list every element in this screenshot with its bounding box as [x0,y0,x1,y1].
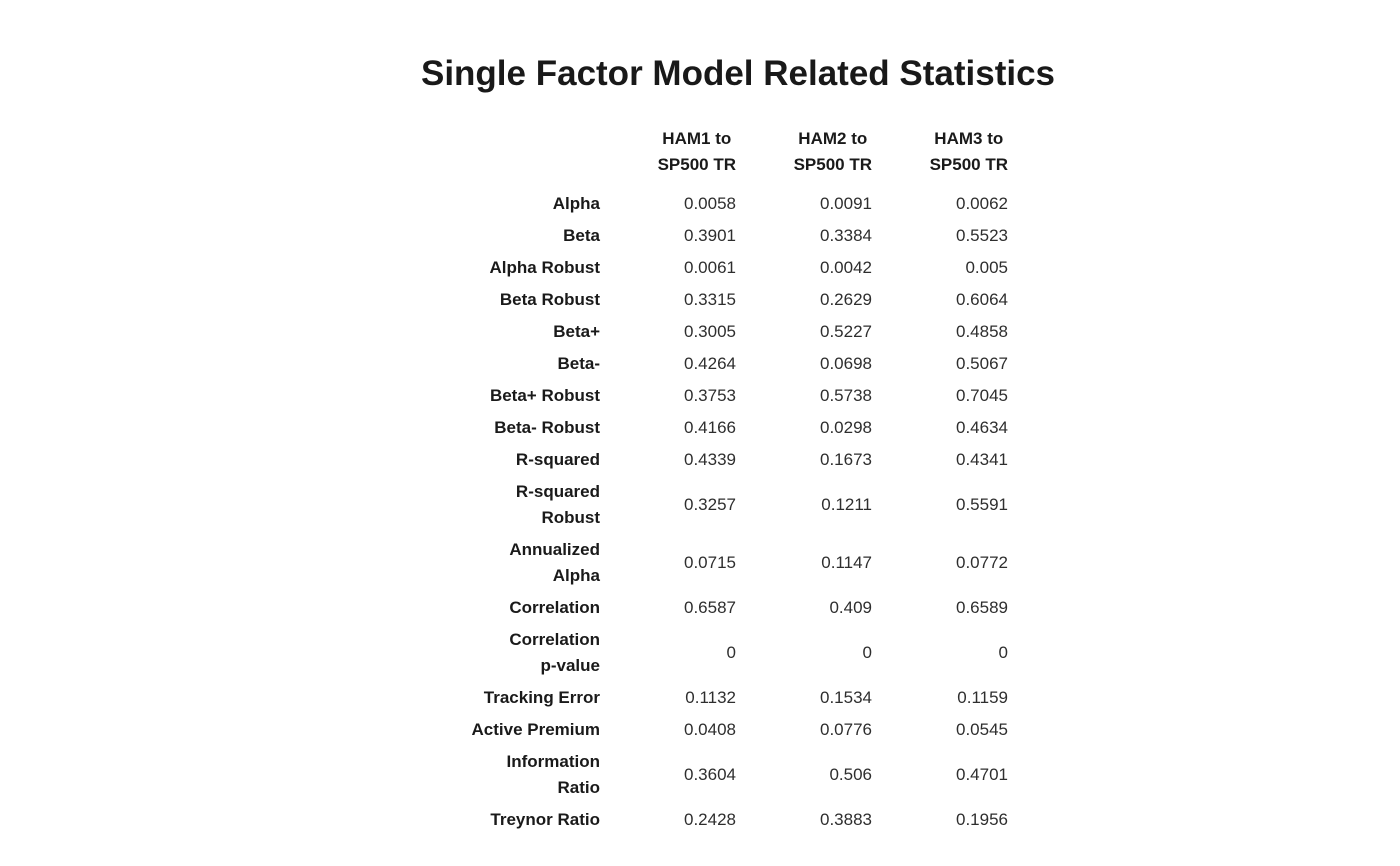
cell-value: 0.3315 [684,290,736,309]
cell-value: 0.7045 [956,386,1008,405]
table-row: Information Ratio 0.3604 0.506 0.4701 [420,746,1009,804]
cell-value: 0.1673 [820,450,872,469]
cell-value: 0.5738 [820,386,872,405]
cell-value: 0.4701 [956,765,1008,784]
table-header: HAM1 to SP500 TR HAM2 to SP500 TR HAM3 to … [420,126,1008,188]
cell-value: 0.3883 [820,810,872,829]
cell-value: 0.5227 [820,322,872,341]
cell-value: 0.3901 [684,226,736,245]
cell-value: 0 [862,643,872,662]
column-header: HAM1 to SP500 TR [600,126,736,188]
table-row: Beta- Robust 0.4166 0.0298 0.4634 [420,412,1008,444]
cell-value: 0.1159 [957,688,1008,707]
row-label: Alpha [552,194,600,213]
stats-table: HAM1 to SP500 TR HAM2 to SP500 TR HAM3 to … [420,126,1009,836]
cell-value: 0.6589 [956,598,1008,617]
cell-value: 0.4264 [684,354,736,373]
row-label: Beta+ Robust [489,386,600,405]
cell-value: 0 [726,643,736,662]
row-label: Beta Robust [499,290,600,309]
corner-cell [420,126,600,188]
cell-value: 0.1211 [821,495,872,514]
table-row: Correlation p-value 0 0 0 [420,624,1008,682]
cell-value: 0.409 [829,598,872,617]
cell-value: 0.1147 [821,553,872,572]
cell-value: 0.1534 [820,688,872,707]
cell-value: 0.0545 [956,720,1008,739]
column-header: HAM3 to SP500 TR [872,126,1008,188]
cell-value: 0.0772 [956,553,1008,572]
row-label: Beta- Robust [494,418,600,437]
cell-value: 0.0698 [820,354,872,373]
cell-value: 0.4166 [684,418,736,437]
cell-value: 0.005 [965,258,1008,277]
column-header: HAM2 to SP500 TR [736,126,872,188]
row-label: Beta- [557,354,600,373]
table-body: Alpha 0.0058 0.0091 0.0062 Beta 0.3901 0.3384 0… [420,188,1009,836]
column-header-label: HAM3 to SP500 TR [929,129,1008,174]
cell-value: 0.1132 [685,688,736,707]
table-row: R-squared 0.4339 0.1673 0.4341 [420,444,1008,476]
cell-value: 0.6064 [956,290,1008,309]
table-row: Beta+ Robust 0.3753 0.5738 0.7045 [420,380,1008,412]
row-label: Alpha Robust [489,258,601,277]
cell-value: 0.4858 [956,322,1008,341]
table-row: Treynor Ratio 0.2428 0.3883 0.1956 [420,804,1008,836]
cell-value: 0.2428 [684,810,736,829]
cell-value: 0.3257 [684,495,736,514]
table-row: Active Premium 0.0408 0.0776 0.0545 [420,714,1009,746]
row-label: R-squared Robust [515,482,600,527]
row-label: Beta+ [553,322,600,341]
row-label: Beta [563,226,600,245]
table-row: Tracking Error 0.1132 0.1534 0.1159 [420,682,1008,714]
cell-value: 0.0058 [684,194,736,213]
cell-value: 0.0062 [956,194,1008,213]
cell-value: 0.2629 [820,290,872,309]
row-label: Tracking Error [483,688,600,707]
table-row: Beta Robust 0.3315 0.2629 0.6064 [420,284,1008,316]
cell-value: 0.4341 [956,450,1008,469]
row-label: Treynor Ratio [490,810,600,829]
row-label: Correlation p-value [509,630,600,675]
cell-value: 0.0408 [684,720,736,739]
row-label: Active Premium [471,720,601,739]
cell-value: 0.5523 [956,226,1008,245]
cell-value: 0.4339 [684,450,736,469]
cell-value: 0.3604 [684,765,736,784]
row-label: Information Ratio [506,752,601,797]
table-row: Alpha 0.0058 0.0091 0.0062 [420,188,1008,220]
row-label: Correlation [509,598,600,617]
cell-value: 0.3753 [684,386,736,405]
cell-value: 0.0042 [820,258,872,277]
table-row: Alpha Robust 0.0061 0.0042 0.005 [420,252,1009,284]
table-row: Beta+ 0.3005 0.5227 0.4858 [420,316,1008,348]
row-label: R-squared [515,450,600,469]
cell-value: 0.3384 [820,226,872,245]
cell-value: 0.5591 [956,495,1008,514]
cell-value: 0.3005 [684,322,736,341]
table-row: Beta- 0.4264 0.0698 0.5067 [420,348,1008,380]
row-label: Annualized Alpha [509,540,600,585]
cell-value: 0.4634 [956,418,1008,437]
table-row: Beta 0.3901 0.3384 0.5523 [420,220,1008,252]
column-header-label: HAM2 to SP500 TR [793,129,872,174]
cell-value: 0 [998,643,1008,662]
cell-value: 0.0298 [820,418,872,437]
table-row: Correlation 0.6587 0.409 0.6589 [420,592,1008,624]
column-header-label: HAM1 to SP500 TR [657,129,736,174]
cell-value: 0.0091 [820,194,872,213]
cell-value: 0.0776 [820,720,872,739]
cell-value: 0.1956 [956,810,1008,829]
page-title: Single Factor Model Related Statistics [420,54,1056,93]
table-row: Annualized Alpha 0.0715 0.1147 0.0772 [420,534,1008,592]
cell-value: 0.506 [829,765,872,784]
table-row: R-squared Robust 0.3257 0.1211 0.5591 [420,476,1008,534]
cell-value: 0.6587 [684,598,736,617]
cell-value: 0.0061 [684,258,736,277]
cell-value: 0.5067 [956,354,1008,373]
cell-value: 0.0715 [684,553,736,572]
header-row: HAM1 to SP500 TR HAM2 to SP500 TR HAM3 to … [420,126,1008,188]
